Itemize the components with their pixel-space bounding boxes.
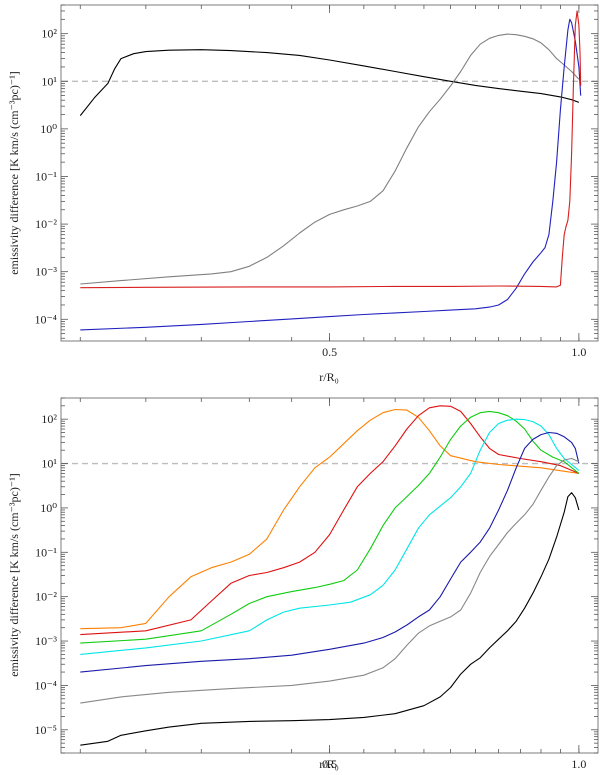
series-line-3 (80, 410, 580, 644)
y-tick-label: 10⁰ (40, 501, 57, 515)
y-tick-label: 10⁻² (35, 217, 57, 231)
y-axis-label: emissivity difference [K km/s (cm⁻³pc)⁻¹… (7, 71, 21, 275)
series-line-6 (80, 457, 580, 704)
chart-panel-bottom: 10⁻⁵ 10⁻⁴ 10⁻³ 10⁻² 10⁻¹ 10⁰ 10¹ 10² 0.5 1.0 r/R₀… (7, 397, 599, 771)
y-tick-label: 10⁰ (40, 122, 57, 136)
series-group (79, 10, 582, 331)
ticks-group: 10⁻⁵ 10⁻⁴ 10⁻³ 10⁻² 10⁻¹ 10⁰ 10¹ 10² 0.5 1.0 (34, 397, 598, 771)
y-tick-label: 10¹ (41, 457, 57, 471)
chart-panel-top: 10⁻⁴ 10⁻³ 10⁻² 10⁻¹ 10⁰ 10¹ 10² 0.5 1.0 r/R₀ emi… (7, 4, 599, 384)
y-tick-label: 10⁻³ (35, 265, 57, 279)
y-tick-label: 10⁻² (35, 590, 57, 604)
x-axis-label: r/R₀ (319, 757, 339, 771)
x-tick-label: 1.0 (571, 345, 586, 359)
y-tick-label: 10⁻⁵ (34, 723, 57, 737)
ticks-group: 10⁻⁴ 10⁻³ 10⁻² 10⁻¹ 10⁰ 10¹ 10² 0.5 1.0 (34, 4, 598, 359)
x-tick-label: 1.0 (571, 757, 586, 771)
y-tick-label: 10² (41, 27, 57, 41)
series-line-5 (80, 431, 580, 673)
series-group (80, 405, 580, 746)
plot-frame (60, 397, 599, 754)
series-line-2 (80, 405, 580, 636)
y-tick-label: 10¹ (41, 74, 57, 88)
series-line-4 (80, 10, 582, 289)
series-line-4 (80, 418, 580, 655)
y-axis-label: emissivity difference [K km/s (cm⁻³pc)⁻¹… (7, 473, 21, 677)
series-line-2 (80, 33, 580, 285)
y-tick-label: 10² (41, 412, 57, 426)
y-tick-label: 10⁻⁴ (34, 312, 57, 326)
series-line-3 (80, 18, 582, 331)
plot-frame (60, 4, 599, 342)
y-tick-label: 10⁻⁴ (34, 678, 57, 692)
x-axis-label: r/R₀ (319, 370, 339, 384)
y-tick-label: 10⁻³ (35, 634, 57, 648)
x-tick-label: 0.5 (322, 757, 337, 771)
series-line-7 (80, 492, 580, 746)
series-line-1 (80, 408, 579, 630)
y-tick-label: 10⁻¹ (35, 169, 57, 183)
y-tick-label: 10⁻¹ (35, 545, 57, 559)
x-tick-label: 0.5 (322, 345, 337, 359)
series-line-1 (79, 49, 580, 116)
